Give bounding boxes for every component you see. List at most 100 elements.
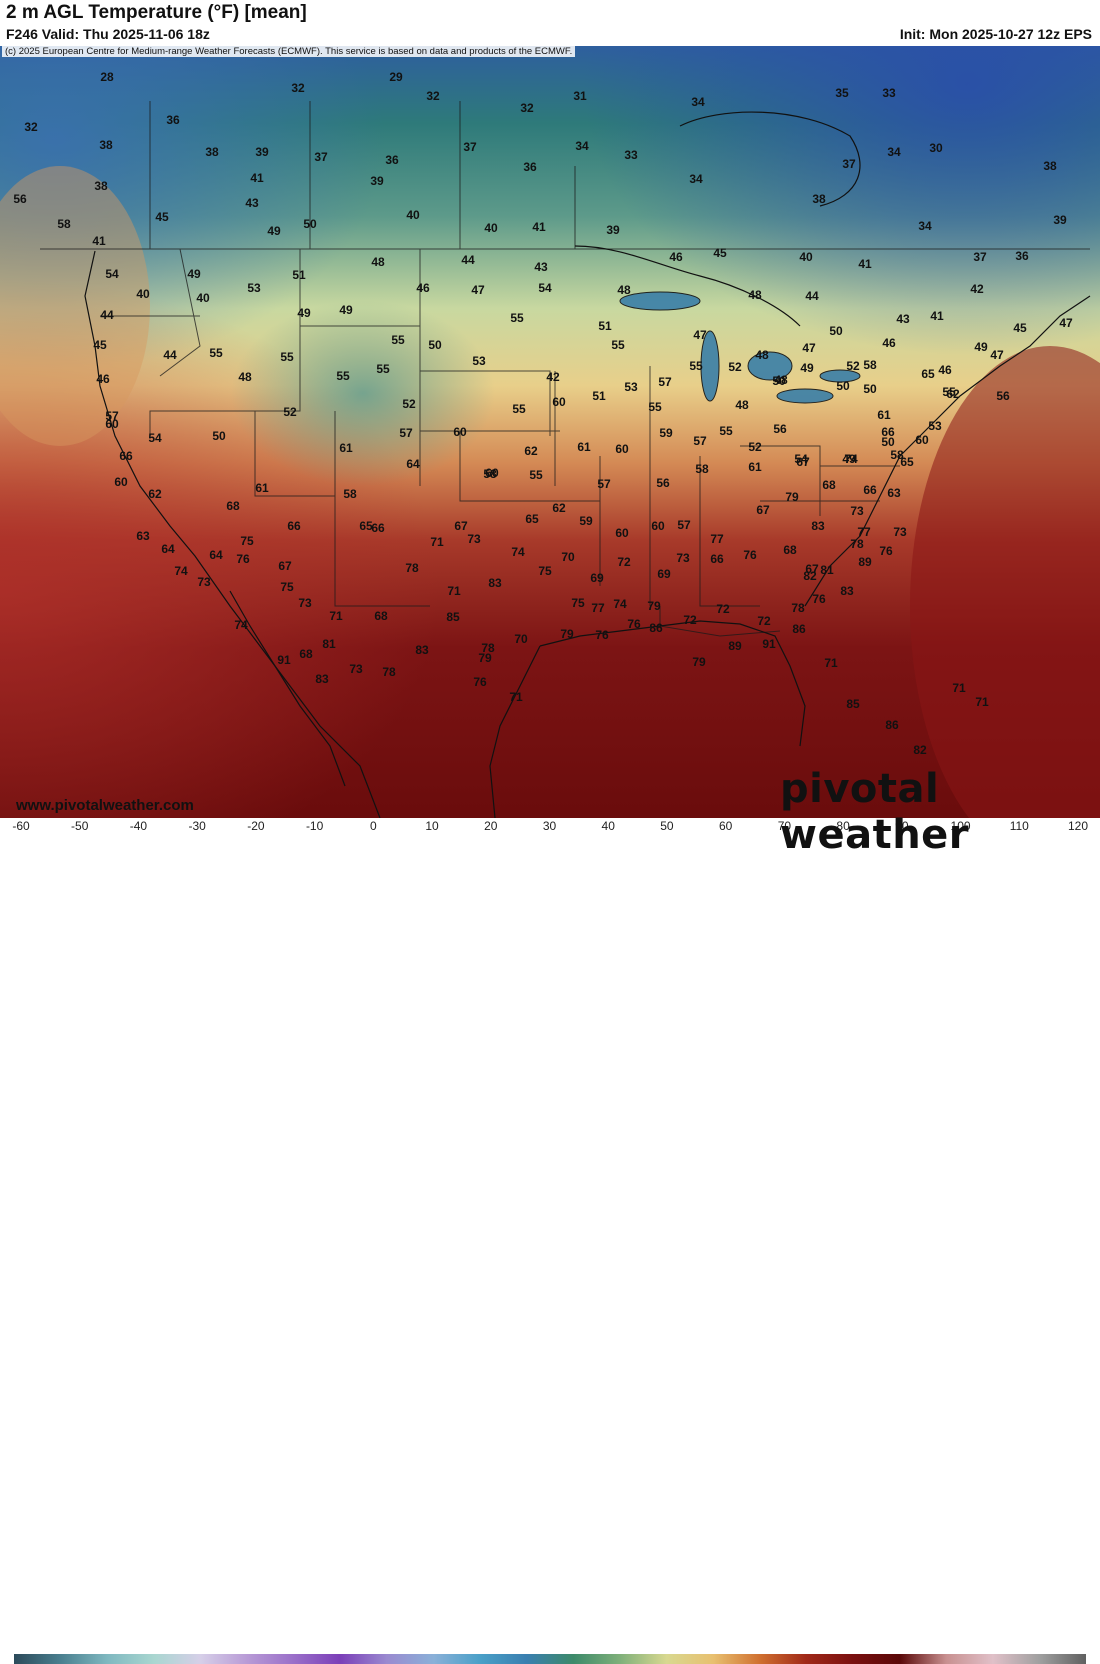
temperature-label: 51 (592, 389, 606, 403)
temperature-label: 56 (13, 192, 27, 206)
temperature-label: 62 (148, 487, 162, 501)
temperature-label: 66 (881, 425, 895, 439)
temperature-label: 64 (161, 542, 175, 556)
temperature-label: 38 (1043, 159, 1057, 173)
temperature-label: 79 (692, 655, 706, 669)
temperature-label: 78 (382, 665, 396, 679)
temperature-label: 56 (773, 422, 787, 436)
temperature-label: 48 (755, 348, 769, 362)
temperature-label: 48 (774, 373, 788, 387)
temperature-label: 66 (287, 519, 301, 533)
temperature-label: 66 (863, 483, 877, 497)
temperature-label: 46 (669, 250, 683, 264)
temperature-label: 83 (840, 584, 854, 598)
temperature-label: 54 (105, 267, 119, 281)
temperature-label: 43 (245, 196, 259, 210)
temperature-label: 40 (136, 287, 150, 301)
temperature-label: 62 (946, 387, 960, 401)
temperature-label: 79 (478, 651, 492, 665)
colorbar-tick: 120 (1067, 819, 1089, 833)
temperature-label: 74 (613, 597, 627, 611)
temperature-label: 36 (166, 113, 180, 127)
great-lakes (619, 291, 861, 404)
temperature-label: 55 (280, 350, 294, 364)
temperature-label: 58 (890, 448, 904, 462)
temperature-label: 70 (561, 550, 575, 564)
temperature-label: 66 (119, 449, 133, 463)
temperature-label: 57 (693, 434, 707, 448)
init-time: Init: Mon 2025-10-27 12z EPS (899, 26, 1092, 42)
temperature-label: 60 (915, 433, 929, 447)
temperature-label: 67 (805, 562, 819, 576)
temperature-label: 54 (794, 452, 808, 466)
temperature-label: 86 (792, 622, 806, 636)
temperature-label: 49 (339, 303, 353, 317)
temperature-label: 44 (805, 289, 819, 303)
temperature-label: 63 (136, 529, 150, 543)
temperature-label: 72 (617, 555, 631, 569)
temperature-label: 82 (803, 569, 817, 583)
colorbar-tick: 90 (895, 819, 909, 833)
temperature-label: 49 (187, 267, 201, 281)
temperature-label: 77 (710, 532, 724, 546)
temperature-label: 50 (829, 324, 843, 338)
temperature-label: 55 (336, 369, 350, 383)
temperature-label: 45 (93, 338, 107, 352)
temperature-label: 60 (453, 425, 467, 439)
temperature-label: 29 (389, 70, 403, 84)
copyright-notice: (c) 2025 European Centre for Medium-rang… (2, 46, 576, 57)
temperature-label: 49 (297, 306, 311, 320)
temperature-label: 76 (879, 544, 893, 558)
temperature-label: 60 (485, 466, 499, 480)
temperature-label: 54 (538, 281, 552, 295)
temperature-label: 60 (105, 417, 119, 431)
temperature-label: 55 (942, 385, 956, 399)
map-title: 2 m AGL Temperature (°F) [mean] (6, 2, 307, 23)
temperature-label: 71 (447, 584, 461, 598)
temperature-label: 55 (510, 311, 524, 325)
temperature-label: 34 (689, 172, 703, 186)
temperature-label: 89 (858, 555, 872, 569)
temperature-label: 40 (484, 221, 498, 235)
coastlines (84, 111, 1091, 818)
temperature-label: 65 (525, 512, 539, 526)
temperature-label: 60 (615, 442, 629, 456)
temperature-label: 79 (785, 490, 799, 504)
temperature-label: 61 (339, 441, 353, 455)
temperature-label: 86 (885, 718, 899, 732)
temperature-label: 46 (938, 363, 952, 377)
temperature-label: 57 (399, 426, 413, 440)
temperature-label: 69 (590, 571, 604, 585)
temperature-label: 41 (532, 220, 546, 234)
temperature-label: 48 (735, 398, 749, 412)
colorbar-tick: 60 (718, 819, 733, 833)
temperature-label: 39 (1053, 213, 1067, 227)
boundary-lines (40, 101, 1090, 637)
temperature-label: 81 (322, 637, 336, 651)
temperature-label: 32 (291, 81, 305, 95)
temperature-label: 33 (882, 86, 896, 100)
temperature-label: 36 (385, 153, 399, 167)
temperature-label: 47 (990, 348, 1004, 362)
temperature-label: 55 (611, 338, 625, 352)
temperature-label: 83 (415, 643, 429, 657)
temperature-label: 65 (359, 519, 373, 533)
temperature-label: 66 (710, 552, 724, 566)
temperature-label: 50 (772, 374, 786, 388)
colorbar-tick: -50 (71, 819, 89, 833)
temperature-label: 42 (546, 370, 560, 384)
temperature-label: 60 (552, 395, 566, 409)
temperature-label: 38 (94, 179, 108, 193)
temperature-label: 28 (100, 70, 114, 84)
temperature-label: 57 (677, 518, 691, 532)
temperature-label: 51 (598, 319, 612, 333)
temperature-label: 60 (651, 519, 665, 533)
temperature-label: 46 (416, 281, 430, 295)
temperature-label: 73 (197, 575, 211, 589)
temperature-label: 53 (928, 419, 942, 433)
temperature-label: 71 (975, 695, 989, 709)
temperature-label: 58 (343, 487, 357, 501)
colorbar-tick: -60 (12, 819, 30, 833)
temperature-label: 53 (624, 380, 638, 394)
temperature-label: 37 (842, 157, 856, 171)
